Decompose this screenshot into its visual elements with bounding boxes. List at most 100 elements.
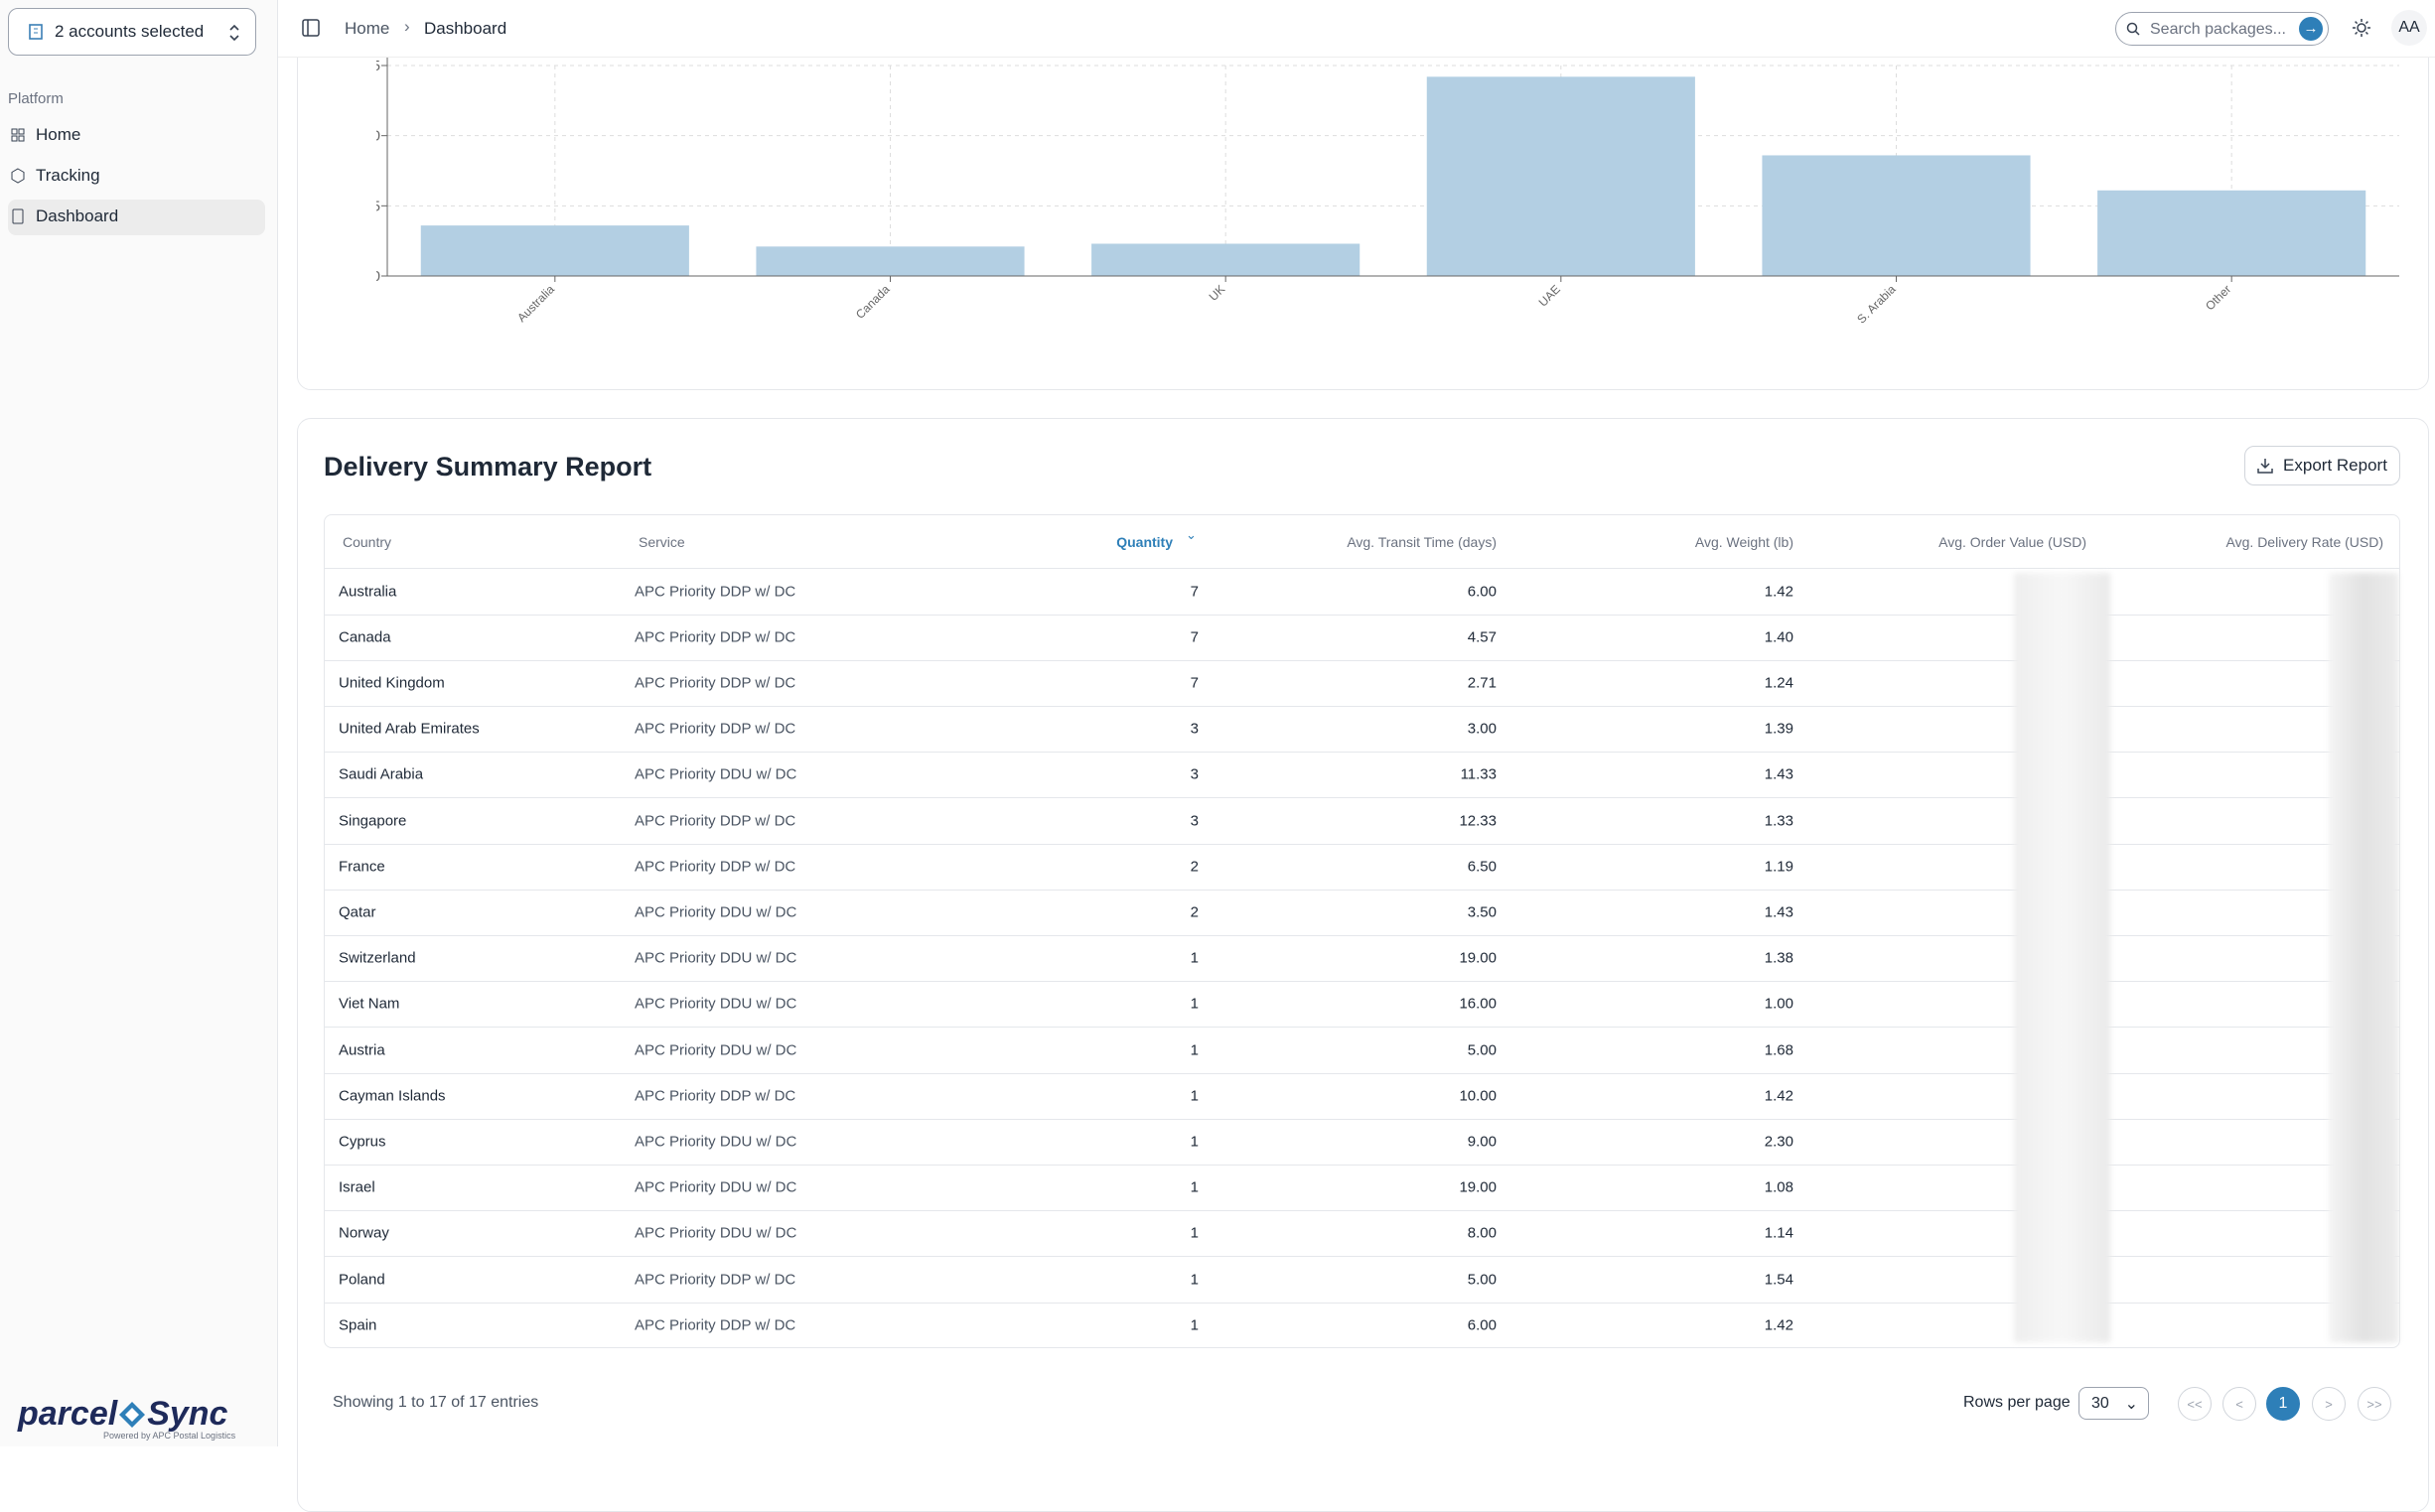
table-cell: 1.42	[1764, 1316, 1793, 1334]
x-tick-label: UAE	[1536, 282, 1563, 309]
search-icon	[2126, 22, 2140, 36]
table-cell: 1.24	[1764, 674, 1793, 692]
bar	[1426, 76, 1695, 276]
table-cell: 1	[1190, 1133, 1199, 1151]
table-cell: 1	[1190, 1224, 1199, 1242]
table-cell: 11.33	[1460, 765, 1497, 783]
column-header: Service	[639, 534, 685, 550]
page-button[interactable]: 1	[2266, 1387, 2300, 1421]
table-cell: 2.71	[1467, 674, 1497, 692]
nav-active-bg	[8, 200, 265, 235]
table-cell: 1.42	[1764, 583, 1793, 600]
breadcrumb-home[interactable]: Home	[345, 19, 390, 38]
table: Country Service Quantity Avg. Transit Time …	[324, 514, 2400, 1348]
nav-label: Dashboard	[36, 206, 119, 225]
table-cell: Cayman Islands	[339, 1087, 446, 1105]
x-tick-label: Canada	[853, 282, 893, 322]
avatar[interactable]: AA	[2391, 10, 2427, 46]
icon	[11, 168, 25, 184]
table-cell: 6.50	[1467, 858, 1497, 876]
table-cell: APC Priority DDU w/ DC	[635, 949, 797, 967]
building-icon	[29, 24, 43, 40]
bar	[2097, 190, 2366, 276]
nav-home[interactable]: Home	[10, 125, 80, 145]
row-border	[325, 614, 2399, 616]
breadcrumb-current: Dashboard	[424, 19, 507, 38]
column-header: Avg. Delivery Rate (USD)	[2225, 534, 2383, 550]
table-cell: 6.00	[1467, 1316, 1497, 1334]
logo-part: Sync	[147, 1395, 228, 1433]
table-cell: 1.14	[1764, 1224, 1793, 1242]
theme-toggle[interactable]	[2352, 18, 2371, 38]
row-border	[325, 659, 2399, 661]
table-cell: 5.00	[1467, 1041, 1497, 1058]
search-box[interactable]: Search packages... →	[2115, 12, 2329, 46]
table-cell: 19.00	[1459, 1178, 1497, 1196]
table-cell: 1	[1190, 1178, 1199, 1196]
table-cell: 1.43	[1764, 903, 1793, 921]
rows-per-page-select[interactable]: 30 ⌄	[2078, 1387, 2149, 1420]
breadcrumb-separator: ›	[404, 17, 410, 36]
table-cell: APC Priority DDP w/ DC	[635, 812, 796, 829]
bar	[756, 246, 1025, 276]
y-tick-label: 15	[376, 58, 380, 74]
table-cell: 1.00	[1764, 995, 1793, 1013]
table-cell: 8.00	[1467, 1224, 1497, 1242]
row-border	[325, 797, 2399, 799]
bar	[1091, 243, 1361, 276]
table-cell: France	[339, 858, 385, 876]
page-button[interactable]: <	[2222, 1387, 2256, 1421]
table-cell: 4.57	[1467, 628, 1497, 646]
table-cell: 1.39	[1764, 720, 1793, 738]
column-header: Avg. Transit Time (days)	[1347, 534, 1497, 550]
y-tick-label: 0	[376, 268, 380, 285]
account-selector[interactable]: 2 accounts selected	[8, 8, 256, 56]
table-cell: 1.08	[1764, 1178, 1793, 1196]
row-border	[325, 568, 2399, 570]
nav-dashboard[interactable]: Dashboard	[10, 206, 118, 226]
table-cell: 1.19	[1764, 858, 1793, 876]
download-icon	[2257, 459, 2273, 474]
table-cell: 2.30	[1764, 1133, 1793, 1151]
sidebar: 2 accounts selected Platform Home Tracki…	[0, 0, 278, 1446]
table-cell: APC Priority DDU w/ DC	[635, 1224, 797, 1242]
search-go[interactable]: →	[2299, 17, 2323, 41]
bar	[1762, 155, 2031, 276]
caret: ⌄	[2124, 1396, 2138, 1413]
top-bar: Home › Dashboard Search packages... → AA	[278, 0, 2435, 58]
sidebar-toggle[interactable]	[302, 19, 320, 37]
table-cell: 3	[1190, 812, 1199, 829]
row-border	[325, 889, 2399, 891]
bar-chart: 0 5 10 15 Australia Canada UK UAE S. Arabia Other	[376, 57, 2399, 327]
table-cell: APC Priority DDU w/ DC	[635, 1041, 797, 1058]
page-button[interactable]: >>	[2358, 1387, 2391, 1421]
table-cell: APC Priority DDU w/ DC	[635, 1133, 797, 1151]
report-title: Delivery Summary Report	[324, 452, 652, 481]
column-header: Country	[343, 534, 392, 550]
page-button[interactable]: >	[2312, 1387, 2346, 1421]
row-border	[325, 1256, 2399, 1258]
table-cell: 2	[1190, 903, 1199, 921]
table-cell: 1	[1190, 1087, 1199, 1105]
nav-tracking[interactable]: Tracking	[10, 166, 100, 186]
x-tick-label: Other	[2203, 282, 2233, 313]
y-tick-label: 5	[376, 198, 380, 214]
x-tick-label: Australia	[514, 282, 557, 325]
table-cell: Canada	[339, 628, 391, 646]
table-cell: Singapore	[339, 812, 407, 829]
table-cell: APC Priority DDP w/ DC	[635, 858, 796, 876]
table-cell: 7	[1190, 628, 1199, 646]
column-header[interactable]: Quantity	[1116, 534, 1173, 550]
table-cell: Spain	[339, 1316, 377, 1334]
table-cell: 1.68	[1764, 1041, 1793, 1058]
row-border	[325, 981, 2399, 983]
page-button[interactable]: <<	[2178, 1387, 2212, 1421]
redacted-delivery-rate	[2329, 573, 2398, 1342]
export-button[interactable]: Export Report	[2244, 446, 2400, 485]
table-cell: 3	[1190, 720, 1199, 738]
table-cell: APC Priority DDP w/ DC	[635, 1271, 796, 1288]
rows-per-page-label: Rows per page	[1963, 1394, 2071, 1411]
table-cell: 1	[1190, 1316, 1199, 1334]
table-cell: APC Priority DDP w/ DC	[635, 583, 796, 600]
table-cell: 7	[1190, 583, 1199, 600]
